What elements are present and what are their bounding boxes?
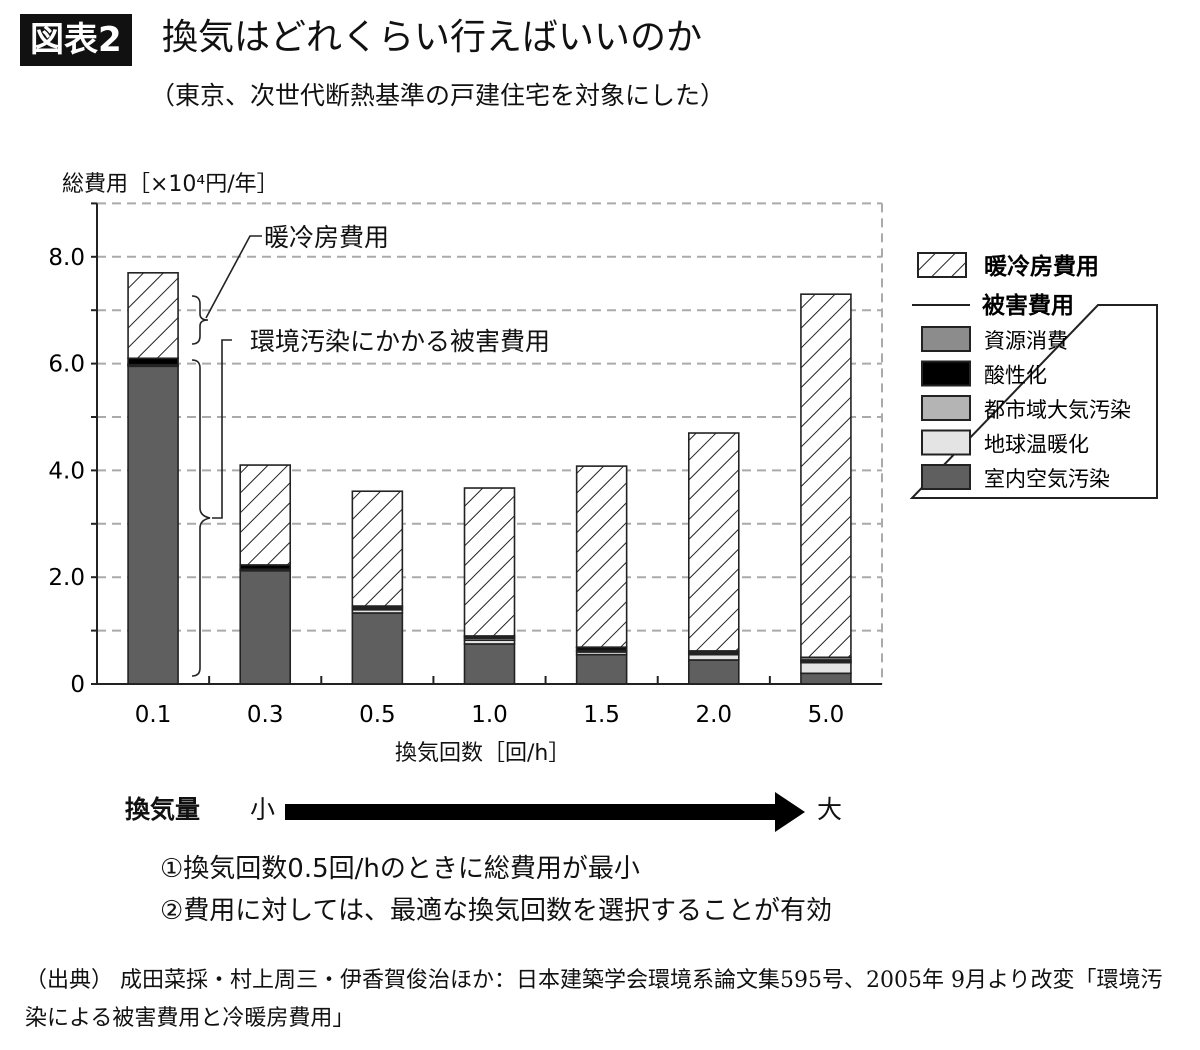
legend-swatch xyxy=(921,360,971,387)
source-citation: （出典） 成田菜採・村上周三・伊香賀俊治ほか：日本建築学会環境系論文集595号、… xyxy=(25,968,1163,1031)
arrow-label: 換気量 xyxy=(125,795,201,824)
leader-heating xyxy=(205,235,262,319)
annotations xyxy=(191,235,262,677)
note-2: ②費用に対しては、最適な換気回数を選択することが有効 xyxy=(160,896,833,926)
brace-heating xyxy=(191,295,209,345)
bar-segment-0-2 xyxy=(351,612,404,685)
bar-segment-5-4 xyxy=(575,465,628,648)
legend-label: 酸性化 xyxy=(984,364,1047,388)
bar-segment-0-0 xyxy=(127,365,179,685)
x-tick-label: 0.3 xyxy=(247,702,284,728)
arrow-small: 小 xyxy=(250,795,276,824)
note-1: ①換気回数0.5回/hのときに総費用が最小 xyxy=(160,854,640,884)
legend-label: 資源消費 xyxy=(984,329,1068,353)
legend-label-heating: 暖冷房費用 xyxy=(984,253,1099,280)
brace-damage xyxy=(191,359,211,677)
bar-segment-1-6 xyxy=(800,661,852,675)
y-tick-label: 2.0 xyxy=(48,565,85,591)
figure-badge: 図表2 xyxy=(20,14,132,66)
legend-swatch-heating xyxy=(917,252,967,278)
legend-label: 地球温暖化 xyxy=(984,433,1089,457)
x-tick-label: 1.5 xyxy=(583,702,620,728)
x-tick-label: 5.0 xyxy=(808,702,845,728)
bar-segment-0-3 xyxy=(463,643,516,685)
legend-label: 室内空気汚染 xyxy=(984,467,1110,491)
page-subtitle: （東京、次世代断熱基準の戸建住宅を対象にした） xyxy=(150,81,726,110)
arrow-large: 大 xyxy=(817,795,843,824)
legend-swatch xyxy=(921,326,971,352)
bar-segment-5-1 xyxy=(239,464,292,566)
bar-segment-3-0 xyxy=(127,357,179,366)
right-arrow-icon xyxy=(285,792,805,832)
bar-segment-5-2 xyxy=(351,490,404,607)
page-title: 換気はどれくらい行えばいいのか xyxy=(162,17,703,58)
bar-segment-5-0 xyxy=(127,272,179,360)
bar-segment-0-6 xyxy=(800,672,852,685)
y-tick-label: 8.0 xyxy=(48,245,85,271)
legend-swatch xyxy=(921,464,971,490)
legend-swatch xyxy=(921,395,971,421)
bar-segment-0-1 xyxy=(239,569,292,685)
bar-segment-5-5 xyxy=(687,432,740,652)
x-tick-label: 2.0 xyxy=(695,702,732,728)
x-tick-label: 0.5 xyxy=(359,702,396,728)
stacked-bar-chart: 0 2.0 4.0 6.0 8.0 0.1 0.3 0.5 1.0 1.5 2.0 5.0 暖冷房費用… xyxy=(48,202,1158,728)
y-tick-label: 6.0 xyxy=(48,352,85,378)
leader-damage xyxy=(212,339,232,519)
annotation-damage: 環境汚染にかかる被害費用 xyxy=(250,327,550,356)
x-tick-label: 0.1 xyxy=(135,702,172,728)
bar-segment-5-6 xyxy=(800,293,852,659)
x-axis-label: 換気回数［回/h］ xyxy=(395,741,571,766)
legend-swatch xyxy=(921,429,971,456)
y-tick-label: 4.0 xyxy=(48,458,85,484)
legend-label: 都市域大気汚染 xyxy=(984,398,1131,422)
bar-segment-1-5 xyxy=(687,653,740,661)
bar-segment-0-5 xyxy=(687,659,740,685)
x-tick-label: 1.0 xyxy=(471,702,508,728)
y-tick-label: 0 xyxy=(70,672,85,698)
annotation-heating: 暖冷房費用 xyxy=(264,223,389,252)
y-axis-label: 総費用［×10⁴円/年］ xyxy=(62,172,279,197)
legend-group-label: 被害費用 xyxy=(982,292,1074,319)
bar-segment-5-3 xyxy=(463,487,516,637)
bar-segment-0-4 xyxy=(575,653,628,685)
